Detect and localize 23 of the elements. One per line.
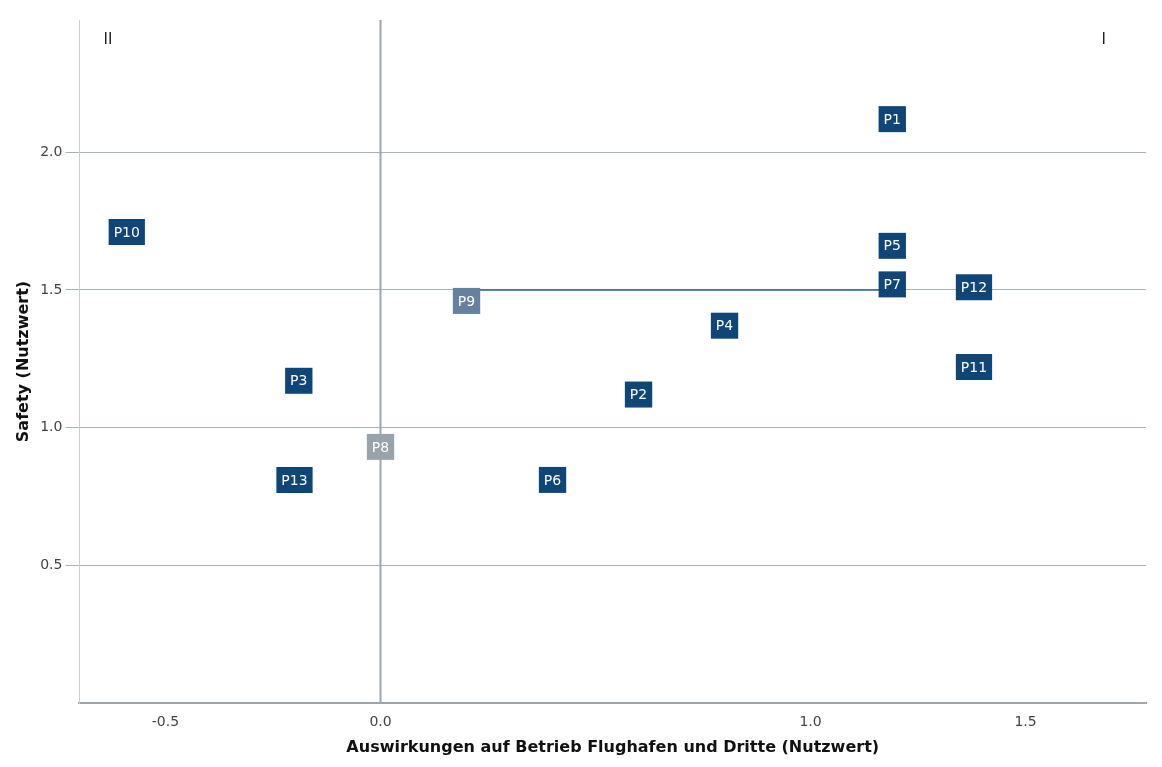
series-label: P1 — [883, 110, 901, 127]
x-tick-label: 1.5 — [1014, 713, 1037, 730]
series-label: P13 — [281, 471, 308, 488]
series-label: P4 — [715, 317, 734, 334]
y-tick-label: 2.0 — [40, 142, 63, 159]
series-label: P7 — [883, 276, 901, 293]
series-label: P8 — [371, 438, 390, 455]
annotation: II — [103, 29, 113, 48]
series-label: P6 — [543, 471, 562, 488]
series-label: P10 — [113, 223, 140, 240]
x-axis-title: Auswirkungen auf Betrieb Flughafen und Dritte (Nutzwert) — [346, 736, 880, 756]
y-tick-label: 1.5 — [40, 280, 63, 297]
series-label: P9 — [457, 292, 476, 309]
series-label: P3 — [290, 372, 308, 389]
y-tick-label: 1.0 — [40, 418, 63, 435]
x-tick-label: 1.0 — [799, 713, 822, 730]
series-label: P2 — [629, 386, 648, 403]
y-axis-title: Safety (Nutzwert) — [12, 280, 32, 443]
x-tick-label: -0.5 — [151, 713, 180, 730]
y-tick-label: 0.5 — [40, 555, 63, 572]
x-tick-label: 0.0 — [369, 713, 392, 730]
series-label: P5 — [883, 237, 901, 254]
annotation: I — [1101, 29, 1106, 48]
